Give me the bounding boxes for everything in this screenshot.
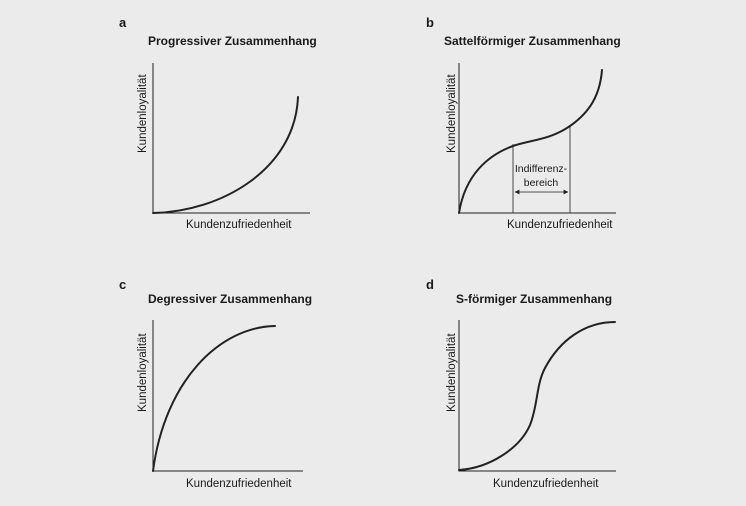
panel-d: d S-förmiger Zusammenhang Kundenloyalitä… — [426, 277, 616, 490]
panel-b-title: Sattelförmiger Zusammenhang — [444, 34, 621, 48]
panel-b: b Sattelförmiger Zusammenhang Kundenloya… — [426, 15, 621, 231]
panel-c-xlabel: Kundenzufriedenheit — [186, 478, 292, 490]
panel-b-ylabel: Kundenloyalität — [446, 74, 458, 153]
panel-c-letter: c — [119, 277, 126, 292]
panel-b-letter: b — [426, 15, 434, 30]
panel-a-title: Progressiver Zusammenhang — [148, 34, 317, 48]
panel-a: a Progressiver Zusammenhang Kundenloyali… — [119, 15, 317, 231]
panel-d-letter: d — [426, 277, 434, 292]
panel-a-xlabel: Kundenzufriedenheit — [186, 219, 292, 231]
panel-a-letter: a — [119, 15, 127, 30]
panel-b-curve — [458, 69, 603, 214]
indifference-label-line1: Indifferenz- — [515, 163, 568, 175]
panel-a-axes — [152, 63, 310, 214]
panel-d-xlabel: Kundenzufriedenheit — [493, 478, 599, 490]
panel-c-curve — [152, 325, 276, 472]
panel-a-ylabel: Kundenloyalität — [137, 74, 149, 153]
panel-d-axes — [458, 320, 616, 472]
panel-c: c Degressiver Zusammenhang Kundenloyalit… — [119, 277, 312, 490]
panel-b-xlabel: Kundenzufriedenheit — [507, 219, 613, 231]
panel-b-axes — [458, 63, 616, 214]
indifference-label-line2: bereich — [524, 177, 559, 189]
panel-d-curve — [458, 321, 616, 471]
panel-c-ylabel: Kundenloyalität — [137, 333, 149, 412]
panel-c-title: Degressiver Zusammenhang — [148, 292, 312, 306]
panel-d-ylabel: Kundenloyalität — [446, 333, 458, 412]
panel-a-curve — [152, 96, 299, 214]
panel-d-title: S-förmiger Zusammenhang — [456, 292, 612, 306]
